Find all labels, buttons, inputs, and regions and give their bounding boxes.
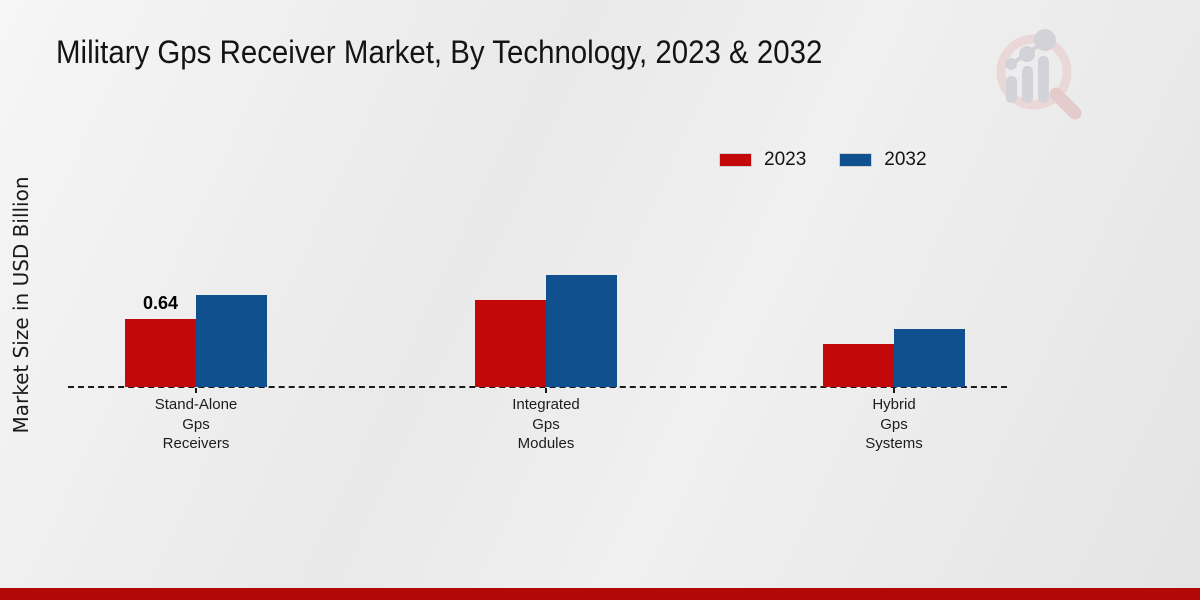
logo-bar-1 <box>1006 76 1017 103</box>
category-label-line: Gps <box>182 415 210 433</box>
magnifier-ring <box>996 34 1072 110</box>
x-axis-tick <box>545 388 547 393</box>
category-label-2: Integrated Gps Modules <box>446 395 646 454</box>
legend-item-2023: 2023 <box>719 149 806 171</box>
trend-dot-3 <box>1034 29 1056 51</box>
bar-2023-category-3 <box>823 344 894 387</box>
category-label-3: Hybrid Gps Systems <box>794 395 994 454</box>
legend-swatch-2032 <box>839 153 873 167</box>
category-label-line: Receivers <box>162 435 230 452</box>
x-axis-baseline <box>68 386 1007 388</box>
logo-bar-2 <box>1022 66 1033 103</box>
market-research-future-logo-icon <box>996 29 1082 120</box>
legend-label: 2032 <box>884 149 927 170</box>
footer-accent-bar <box>0 588 1200 600</box>
page-title: Military Gps Receiver Market, By Technol… <box>56 34 823 70</box>
trend-dot-2 <box>1019 46 1035 62</box>
legend-item-2032: 2032 <box>839 149 927 171</box>
legend-label: 2023 <box>764 149 807 170</box>
legend-swatch-2023 <box>719 153 752 167</box>
magnifier-handle <box>1049 87 1082 120</box>
category-label-line: Integrated <box>512 396 580 413</box>
bar-value-label: 0.64 <box>142 293 179 313</box>
category-label-1: Stand-Alone Gps Receivers <box>96 395 296 454</box>
category-label-line: Gps <box>532 415 560 433</box>
x-axis-tick <box>893 388 895 393</box>
bar-2023-category-2 <box>475 300 546 387</box>
bar-2032-category-2 <box>546 275 617 387</box>
category-label-line: Gps <box>880 415 908 433</box>
category-label-line: Systems <box>865 435 923 452</box>
category-label-line: Modules <box>517 435 575 452</box>
logo-bar-3 <box>1038 56 1049 103</box>
trend-dot-1 <box>1005 58 1017 70</box>
bar-2032-category-3 <box>894 329 965 387</box>
bar-2032-category-1 <box>196 295 267 387</box>
category-label-line: Hybrid <box>872 396 916 413</box>
bar-2023-category-1 <box>125 319 196 387</box>
legend: 2023 2032 <box>719 149 927 171</box>
x-axis-tick <box>195 388 197 393</box>
category-label-line: Stand-Alone <box>154 396 238 413</box>
